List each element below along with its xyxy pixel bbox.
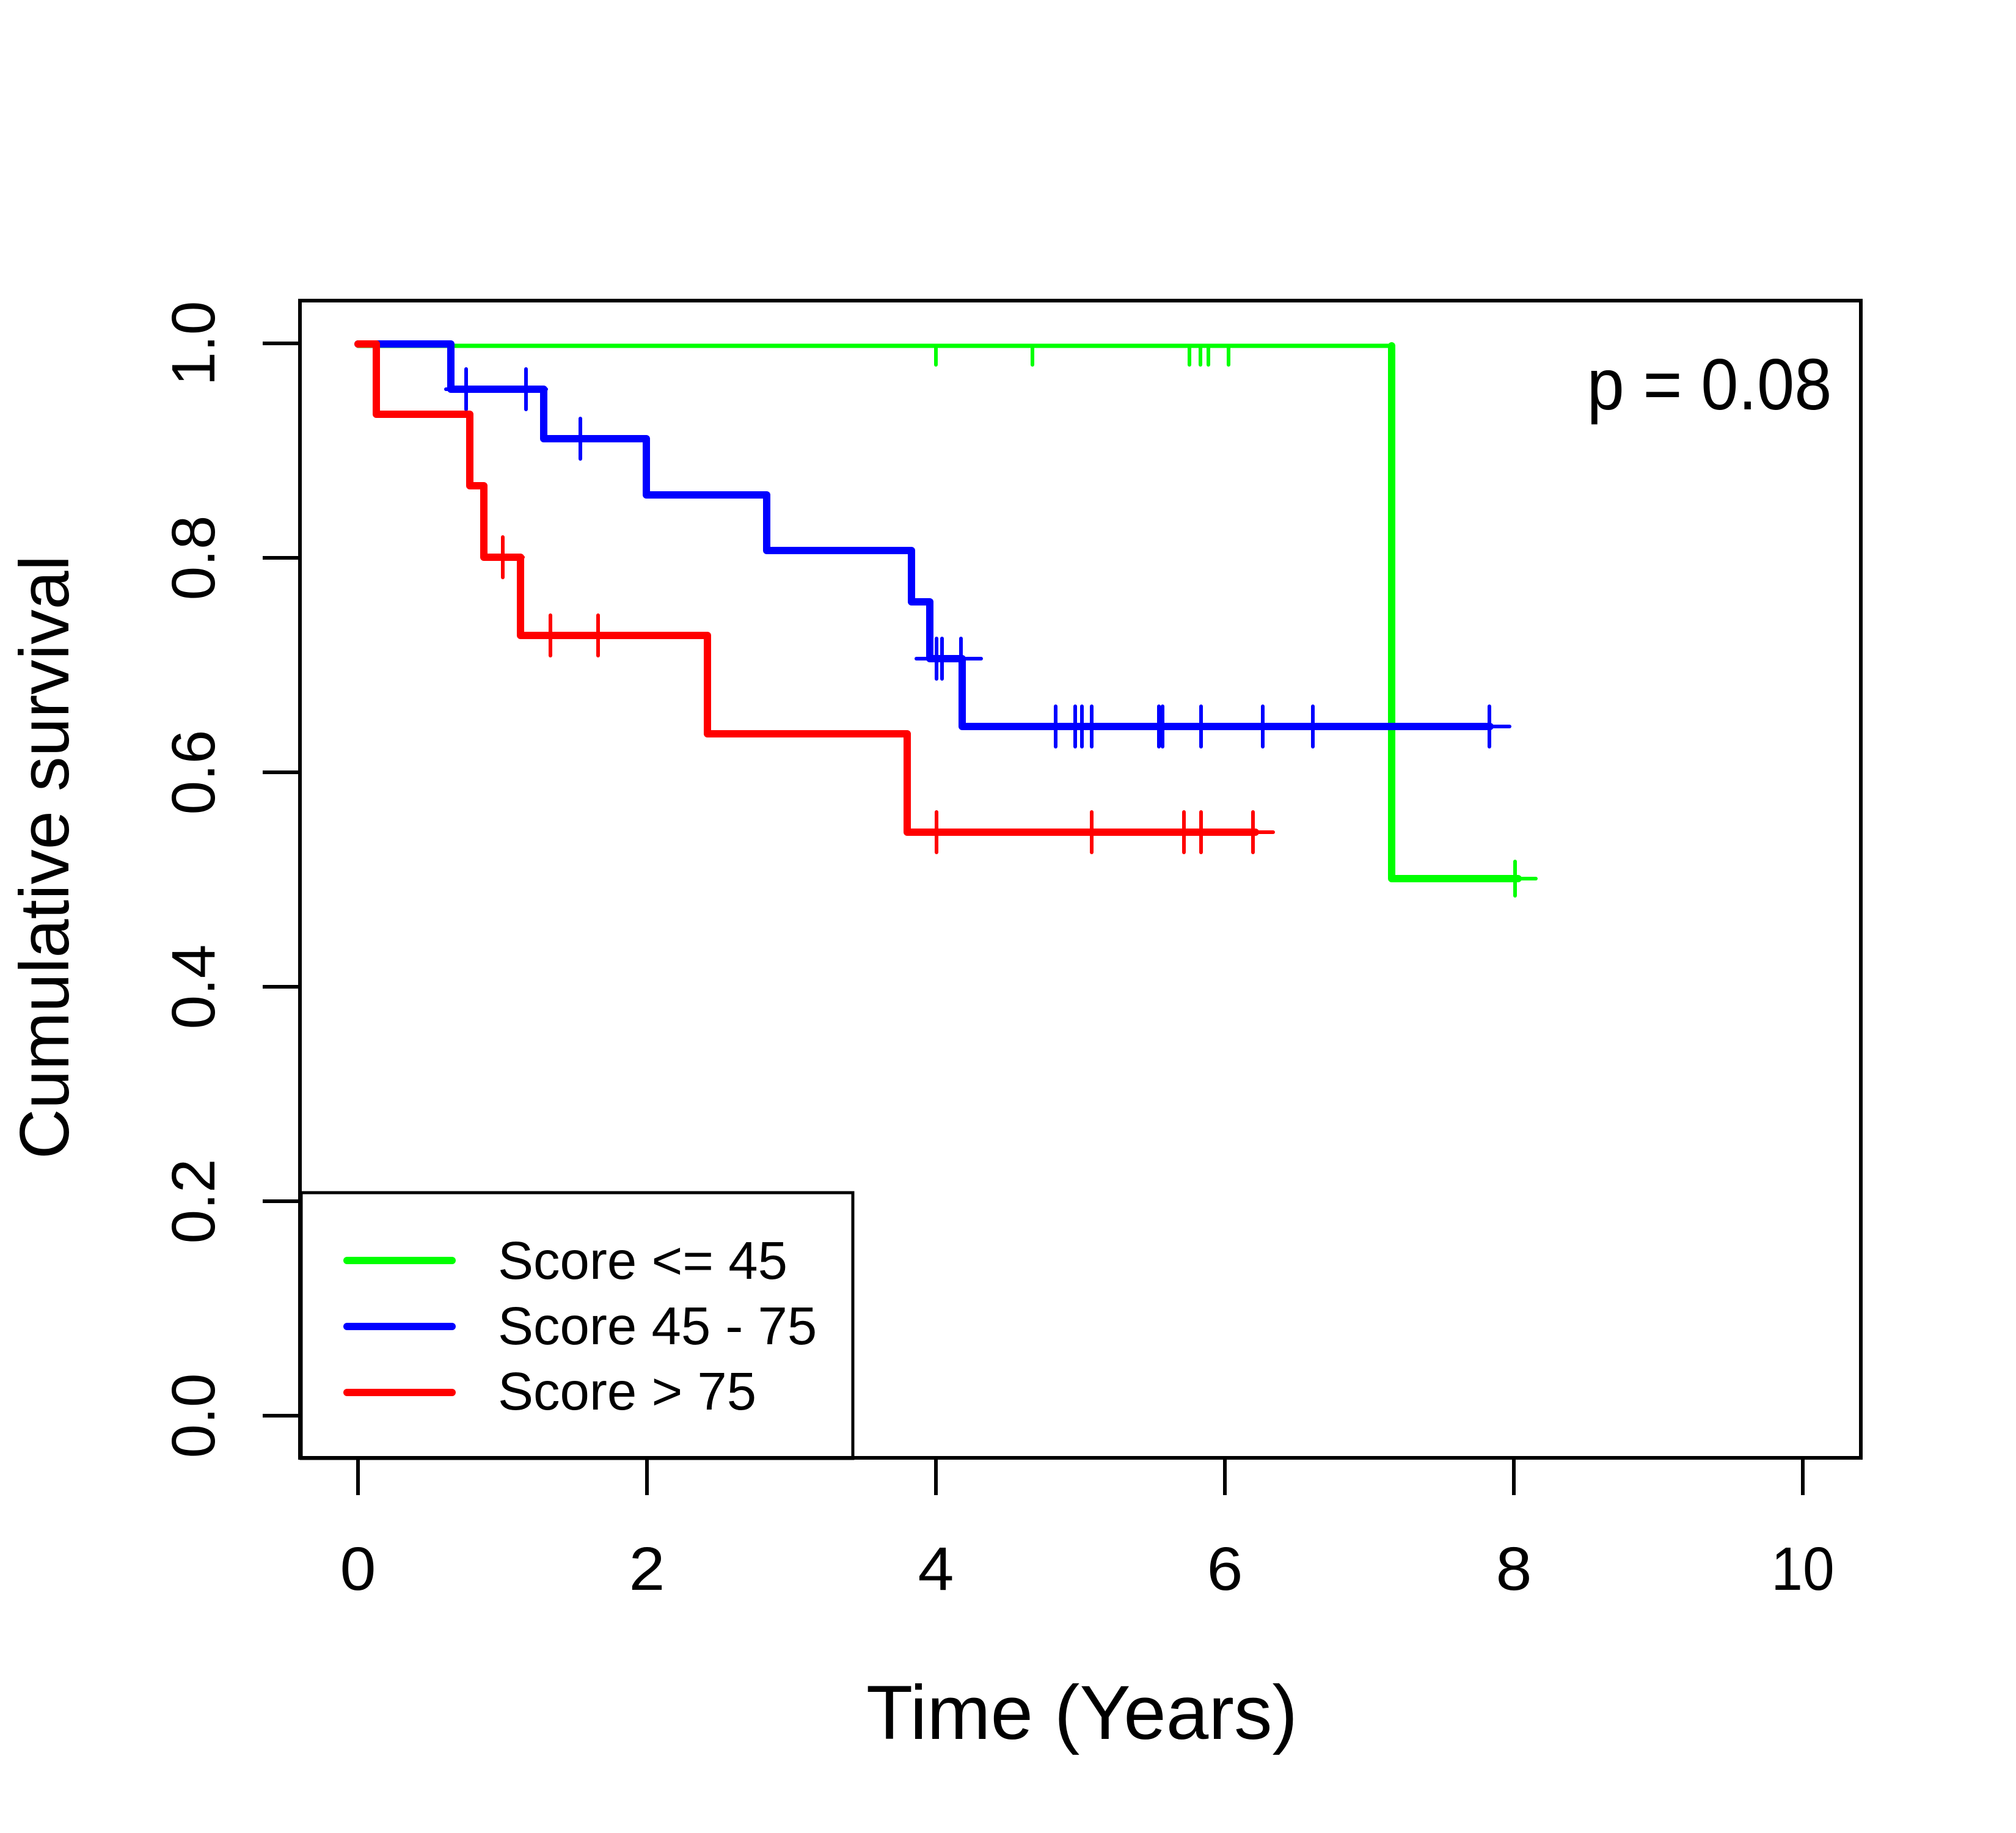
svg-text:0.0: 0.0 xyxy=(159,1373,228,1458)
svg-text:0: 0 xyxy=(340,1535,376,1603)
svg-text:4: 4 xyxy=(918,1535,954,1603)
svg-text:8: 8 xyxy=(1496,1535,1532,1603)
svg-text:0.2: 0.2 xyxy=(159,1158,228,1243)
svg-text:Cumulative survival: Cumulative survival xyxy=(6,555,84,1159)
svg-text:Time (Years): Time (Years) xyxy=(866,1670,1298,1755)
svg-text:Score > 75: Score > 75 xyxy=(498,1362,756,1421)
svg-text:0.8: 0.8 xyxy=(159,515,228,600)
svg-text:0.6: 0.6 xyxy=(159,730,228,814)
svg-text:p = 0.08: p = 0.08 xyxy=(1587,344,1832,425)
svg-text:2: 2 xyxy=(629,1535,665,1603)
svg-text:0.4: 0.4 xyxy=(159,944,228,1029)
svg-text:1.0: 1.0 xyxy=(159,301,228,386)
svg-text:10: 10 xyxy=(1771,1535,1834,1603)
svg-text:Score 45 - 75: Score 45 - 75 xyxy=(498,1297,817,1356)
svg-text:Score <= 45: Score <= 45 xyxy=(498,1231,787,1290)
svg-text:6: 6 xyxy=(1207,1535,1243,1603)
